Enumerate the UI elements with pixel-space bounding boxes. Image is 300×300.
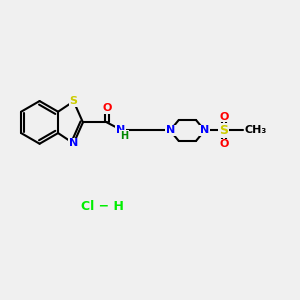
Text: CH₃: CH₃: [245, 125, 267, 136]
Text: N: N: [116, 125, 125, 135]
Text: S: S: [219, 124, 228, 137]
Text: N: N: [69, 138, 78, 148]
Text: Cl − H: Cl − H: [81, 200, 124, 213]
Text: H: H: [120, 131, 128, 141]
Text: N: N: [200, 125, 209, 136]
Text: O: O: [219, 112, 228, 122]
Text: O: O: [219, 140, 228, 149]
Text: N: N: [166, 125, 175, 136]
Text: S: S: [70, 96, 78, 106]
Text: O: O: [102, 103, 112, 113]
